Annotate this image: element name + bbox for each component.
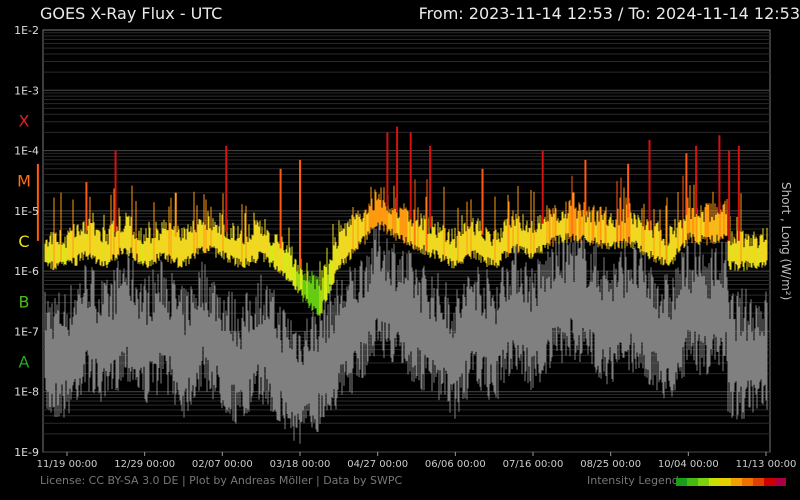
x-axis-ticks: 11/19 00:00 12/29 00:00 02/07 00:00 03/18 0… xyxy=(37,459,797,470)
x-tick-label: 04/27 00:00 xyxy=(347,459,408,470)
y-tick-label: 1E-8 xyxy=(14,386,39,399)
y-tick-label: 1E-6 xyxy=(14,265,39,278)
flare-class-label: A xyxy=(19,353,30,372)
intensity-legend-bar xyxy=(676,478,786,486)
legend-swatch xyxy=(709,478,720,486)
flare-class-label: X xyxy=(19,111,30,130)
y-tick-label: 1E-9 xyxy=(14,446,39,459)
x-tick-label: 08/25 00:00 xyxy=(580,459,641,470)
x-tick-label: 12/29 00:00 xyxy=(114,459,175,470)
legend-swatch xyxy=(698,478,709,486)
legend-swatch xyxy=(676,478,687,486)
x-tick-label: 02/07 00:00 xyxy=(192,459,253,470)
legend-swatch xyxy=(731,478,742,486)
x-tick-label: 07/16 00:00 xyxy=(503,459,564,470)
x-tick-label: 10/04 00:00 xyxy=(658,459,719,470)
y-tick-label: 1E-3 xyxy=(14,84,39,97)
legend-swatch xyxy=(687,478,698,486)
intensity-legend-label: Intensity Legend xyxy=(587,474,679,487)
x-tick-label: 11/19 00:00 xyxy=(37,459,98,470)
legend-swatch xyxy=(720,478,731,486)
long-series xyxy=(36,126,768,316)
legend-swatch xyxy=(764,478,775,486)
y-axis-ticks: 1E-2 1E-3 1E-4 1E-5 1E-6 1E-7 1E-8 1E-9 xyxy=(14,24,39,459)
y-tick-label: 1E-5 xyxy=(14,205,39,218)
license-text: License: CC BY-SA 3.0 DE | Plot by Andre… xyxy=(40,474,403,487)
short-series xyxy=(44,221,768,444)
flare-class-label: C xyxy=(18,232,29,251)
legend-swatch xyxy=(753,478,764,486)
chart-title: GOES X-Ray Flux - UTC xyxy=(40,4,223,23)
y-tick-label: 1E-4 xyxy=(14,145,39,158)
flare-class-label: M xyxy=(17,172,31,191)
legend-swatch xyxy=(775,478,786,486)
x-tick-label: 03/18 00:00 xyxy=(270,459,331,470)
legend-swatch xyxy=(742,478,753,486)
y-axis-label: Short , Long (W/m²) xyxy=(779,182,793,300)
x-tick-label: 11/13 00:00 xyxy=(736,459,797,470)
x-tick-label: 06/06 00:00 xyxy=(425,459,486,470)
flare-class-label: B xyxy=(19,292,30,311)
short-series-line xyxy=(44,221,768,444)
y-tick-label: 1E-7 xyxy=(14,325,39,338)
flare-class-labels: X M C B A xyxy=(17,111,31,371)
y-tick-label: 1E-2 xyxy=(14,24,39,37)
date-range: From: 2023-11-14 12:53 / To: 2024-11-14 … xyxy=(418,4,800,23)
